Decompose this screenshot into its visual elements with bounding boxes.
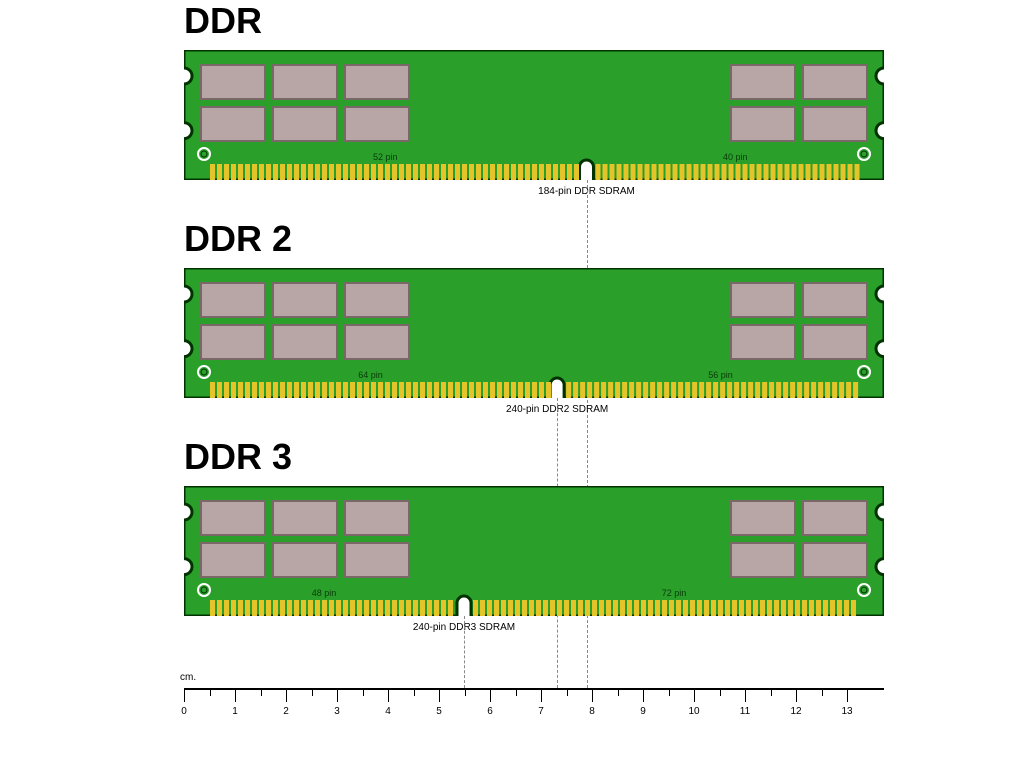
ram-chip [200,64,266,100]
ram-chip [730,64,796,100]
ddr2-title: DDR 2 [184,218,292,260]
ddr1-module: 52 pin40 pin [184,50,884,180]
ram-chip [802,282,868,318]
ruler-tick-minor [567,688,568,696]
ruler-tick-major [439,688,440,702]
ruler-tick-minor [669,688,670,696]
ruler-tick-minor [312,688,313,696]
ruler-number: 8 [589,706,595,717]
ddr3-notch-indicator [464,616,465,688]
ddr3-title: DDR 3 [184,436,292,478]
ruler-number: 13 [841,706,852,717]
ram-chip [200,282,266,318]
ddr2-left-pin-label: 64 pin [184,370,557,380]
ddr1-chips-right [730,64,868,142]
ram-chip [272,542,338,578]
ruler-tick-minor [363,688,364,696]
ruler-tick-major [184,688,185,702]
ram-chip [802,106,868,142]
ruler-tick-minor [720,688,721,696]
ram-chip [200,106,266,142]
ruler-tick-minor [771,688,772,696]
ddr2-right-pin-label: 56 pin [557,370,884,380]
ruler-tick-minor [618,688,619,696]
ruler-tick-minor [261,688,262,696]
ruler-number: 3 [334,706,340,717]
ddr1-right-pin-label: 40 pin [587,152,885,162]
ddr2-chips-left [200,282,410,360]
ruler-tick-major [847,688,848,702]
ruler-tick-major [796,688,797,702]
ruler-number: 9 [640,706,646,717]
ram-chip [730,106,796,142]
ddr2-chips-right [730,282,868,360]
ram-chip [730,282,796,318]
ruler-unit-label: cm. [180,672,196,683]
ruler-number: 11 [740,706,750,717]
ram-chip [200,324,266,360]
ruler-tick-minor [414,688,415,696]
ram-chip [344,282,410,318]
ram-chip [730,324,796,360]
ruler-number: 2 [283,706,289,717]
ram-chip [200,500,266,536]
ddr3-left-pin-label: 48 pin [184,588,464,598]
ddr1-chips-left [200,64,410,142]
ddr2-module: 64 pin56 pin [184,268,884,398]
ram-chip [272,324,338,360]
ruler-tick-major [541,688,542,702]
ruler-tick-major [235,688,236,702]
ruler-number: 7 [538,706,544,717]
ruler-tick-major [745,688,746,702]
ram-chip [200,542,266,578]
ddr1-left-pin-label: 52 pin [184,152,587,162]
ruler-tick-minor [465,688,466,696]
ruler-tick-major [337,688,338,702]
ruler-tick-major [643,688,644,702]
ruler-tick-major [694,688,695,702]
ruler-number: 4 [385,706,391,717]
ram-chip [344,542,410,578]
ram-chip [272,282,338,318]
ruler-tick-minor [822,688,823,696]
ruler-number: 5 [436,706,442,717]
ddr3-right-pin-label: 72 pin [464,588,884,598]
ram-chip [730,500,796,536]
ruler-number: 1 [232,706,238,717]
ram-chip [802,542,868,578]
diagram-canvas: DDR52 pin40 pin184-pin DDR SDRAMDDR 264 … [0,0,1024,768]
ram-chip [802,500,868,536]
ddr3-chips-right [730,500,868,578]
ruler-tick-minor [210,688,211,696]
ram-chip [730,542,796,578]
ram-chip [802,64,868,100]
ddr1-title: DDR [184,0,262,42]
ram-chip [272,500,338,536]
ruler-tick-major [592,688,593,702]
ruler-tick-major [490,688,491,702]
ruler-number: 12 [790,706,801,717]
ram-chip [344,324,410,360]
ram-chip [802,324,868,360]
ddr3-module: 48 pin72 pin [184,486,884,616]
ram-chip [344,64,410,100]
ruler-number: 0 [181,706,187,717]
ram-chip [344,500,410,536]
ddr3-chips-left [200,500,410,578]
ruler-tick-major [286,688,287,702]
ram-chip [272,106,338,142]
ruler-tick-minor [516,688,517,696]
ram-chip [344,106,410,142]
ruler-number: 10 [688,706,699,717]
ram-chip [272,64,338,100]
ruler-tick-major [388,688,389,702]
ruler-number: 6 [487,706,493,717]
